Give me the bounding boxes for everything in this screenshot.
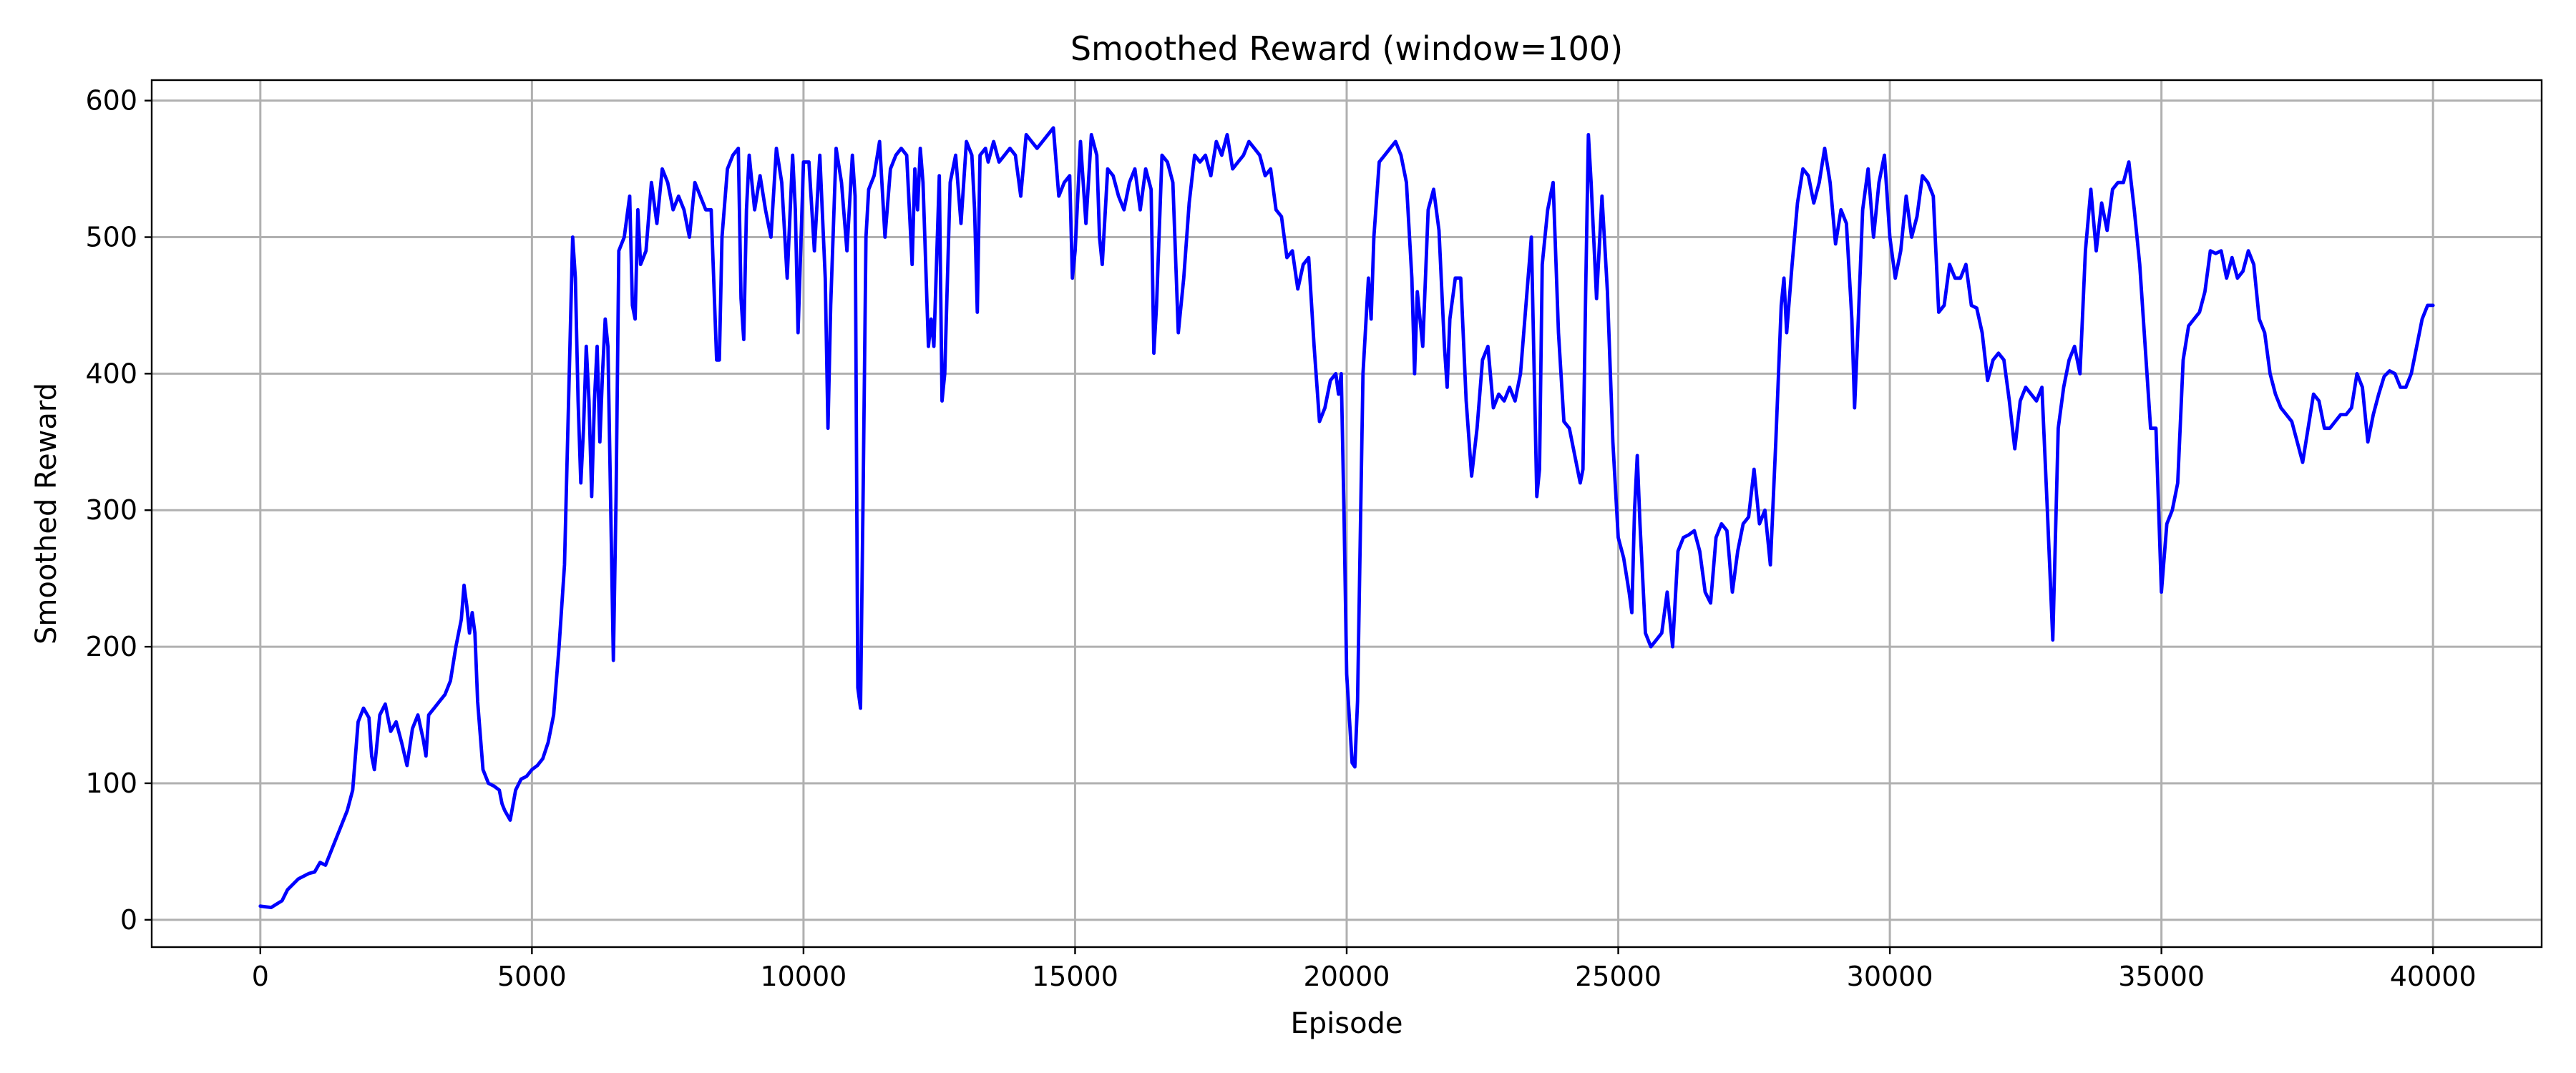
y-axis-label: Smoothed Reward xyxy=(30,383,63,645)
grid xyxy=(152,80,2542,947)
x-tick-label: 35000 xyxy=(2118,961,2205,992)
x-axis-label: Episode xyxy=(1290,1007,1402,1040)
x-tick-label: 30000 xyxy=(1847,961,1933,992)
y-axis-ticks: 0 100 200 300 400 500 600 xyxy=(85,85,152,936)
x-tick-label: 20000 xyxy=(1304,961,1390,992)
series-line-0 xyxy=(258,126,2435,909)
y-tick-label: 0 xyxy=(120,904,137,936)
y-tick-label: 500 xyxy=(85,221,137,253)
y-tick-label: 100 xyxy=(85,768,137,799)
x-tick-label: 0 xyxy=(252,961,269,992)
x-tick-label: 5000 xyxy=(497,961,567,992)
y-tick-label: 200 xyxy=(85,631,137,662)
series-layer xyxy=(258,126,2435,909)
x-tick-label: 10000 xyxy=(760,961,847,992)
x-tick-label: 15000 xyxy=(1032,961,1118,992)
y-tick-label: 400 xyxy=(85,358,137,389)
x-tick-label: 25000 xyxy=(1575,961,1662,992)
x-axis-ticks: 0 5000 10000 15000 20000 25000 30000 35000 40000 xyxy=(252,947,2477,992)
y-tick-label: 300 xyxy=(85,494,137,526)
chart-title: Smoothed Reward (window=100) xyxy=(1070,29,1623,68)
x-tick-label: 40000 xyxy=(2390,961,2477,992)
y-tick-label: 600 xyxy=(85,85,137,117)
